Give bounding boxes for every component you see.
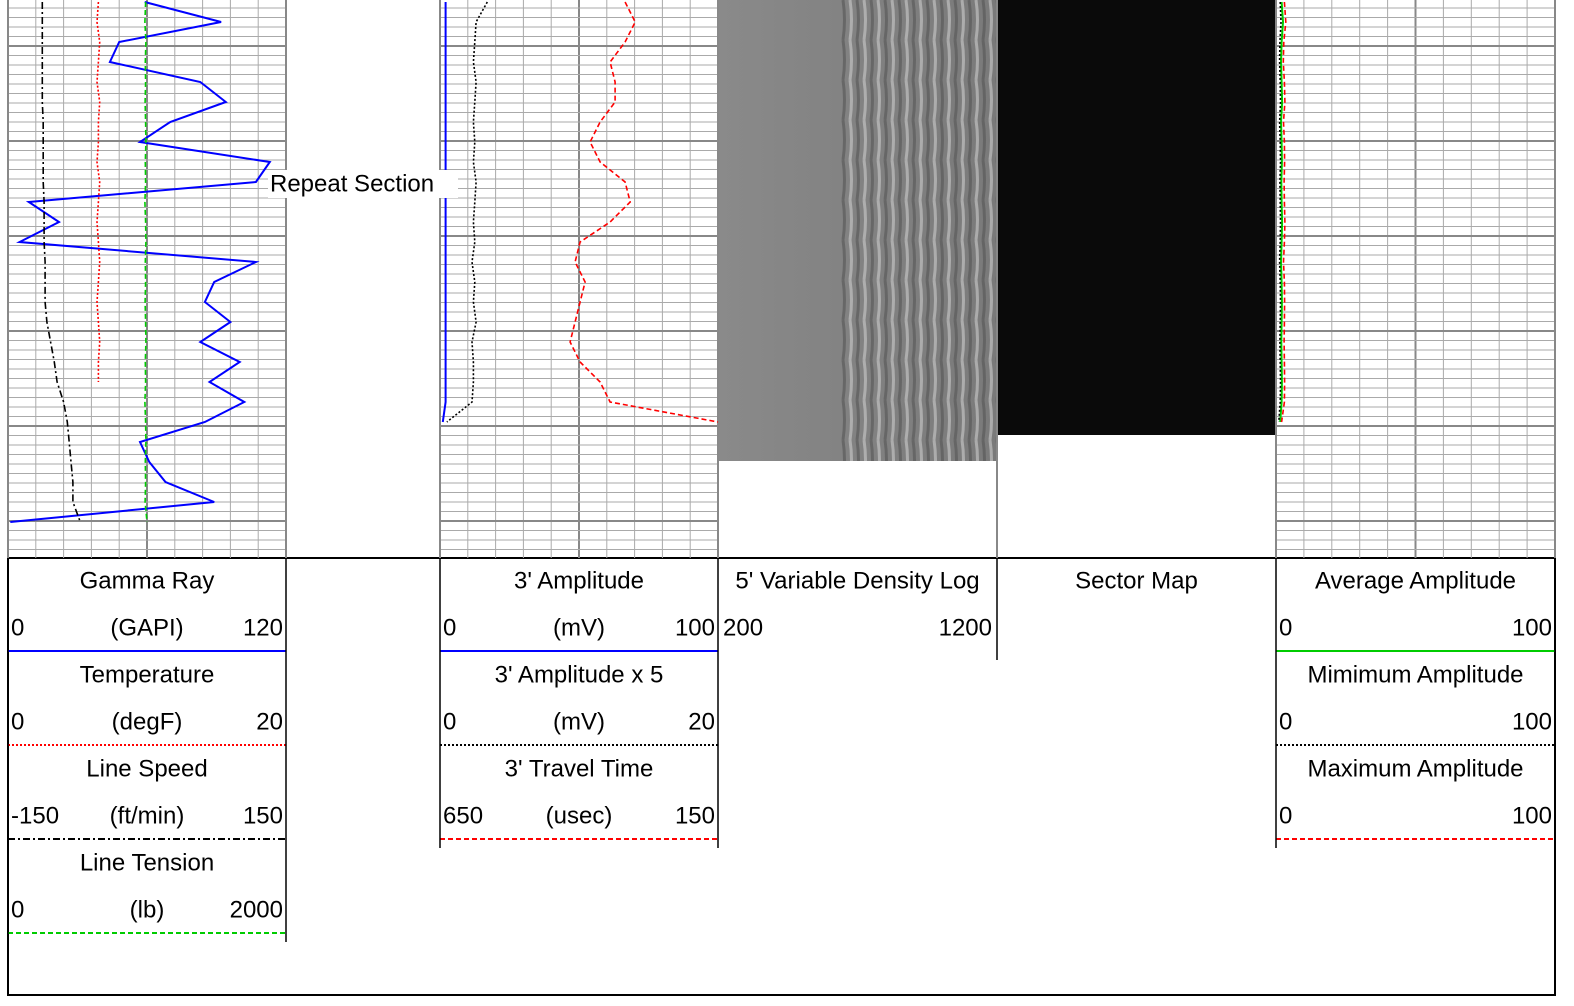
scale-max: 120 [243, 614, 283, 641]
curve-title: 3' Travel Time [505, 755, 654, 782]
curve-title: Maximum Amplitude [1307, 755, 1523, 782]
log-curve [441, 2, 447, 423]
scale-min: 0 [11, 614, 24, 641]
curve-title: Mimimum Amplitude [1307, 661, 1523, 688]
scale-max: 100 [1512, 614, 1552, 641]
scale-unit: (GAPI) [110, 614, 183, 641]
scale-min: 0 [1279, 802, 1292, 829]
scale-unit: (lb) [130, 896, 165, 923]
curves [10, 1, 1287, 523]
scale-max: 1200 [939, 614, 992, 641]
scale-min: 0 [1279, 708, 1292, 735]
scale-max: 20 [688, 708, 715, 735]
curve-title: 3' Amplitude x 5 [495, 661, 664, 688]
log-curve [569, 1, 719, 423]
scale-min: 0 [11, 896, 24, 923]
curve-title: 3' Amplitude [514, 567, 644, 594]
scale-min: 200 [723, 614, 763, 641]
log-curve [144, 1, 148, 523]
scale-min: -150 [11, 802, 59, 829]
scale-unit: (ft/min) [110, 802, 185, 829]
header: Gamma Ray 0 (GAPI) 120 Temperature 0 (degF) 20 L… [7, 558, 1556, 942]
annotation-bg [268, 170, 458, 198]
scale-unit: (mV) [553, 614, 605, 641]
scale-min: 0 [1279, 614, 1292, 641]
track-title: 5' Variable Density Log [735, 567, 979, 594]
grid [7, 0, 1556, 558]
scale-max: 100 [1512, 802, 1552, 829]
log-curve [41, 2, 82, 523]
scale-max: 20 [256, 708, 283, 735]
track-title: Sector Map [1075, 567, 1198, 594]
scale-max: 150 [675, 802, 715, 829]
scale-min: 650 [443, 802, 483, 829]
log-curve [1280, 1, 1287, 423]
scale-min: 0 [11, 708, 24, 735]
scale-max: 100 [1512, 708, 1552, 735]
log-curve [10, 1, 272, 523]
curve-title: Average Amplitude [1315, 567, 1516, 594]
sector-map-image [997, 0, 1276, 435]
scale-min: 0 [443, 708, 456, 735]
curve-title: Line Tension [80, 849, 214, 876]
vdl-texture [840, 0, 997, 461]
curve-title: Gamma Ray [80, 567, 215, 594]
scale-unit: (usec) [546, 802, 613, 829]
curve-title: Temperature [80, 661, 215, 688]
scale-max: 150 [243, 802, 283, 829]
scale-max: 2000 [230, 896, 283, 923]
curve-title: Line Speed [86, 755, 207, 782]
scale-unit: (degF) [112, 708, 183, 735]
annotation: Repeat Section [270, 170, 434, 197]
log-curve [1279, 1, 1285, 423]
scale-unit: (mV) [553, 708, 605, 735]
scale-max: 100 [675, 614, 715, 641]
log-curve [446, 1, 488, 423]
log-curve [96, 1, 101, 382]
scale-min: 0 [443, 614, 456, 641]
